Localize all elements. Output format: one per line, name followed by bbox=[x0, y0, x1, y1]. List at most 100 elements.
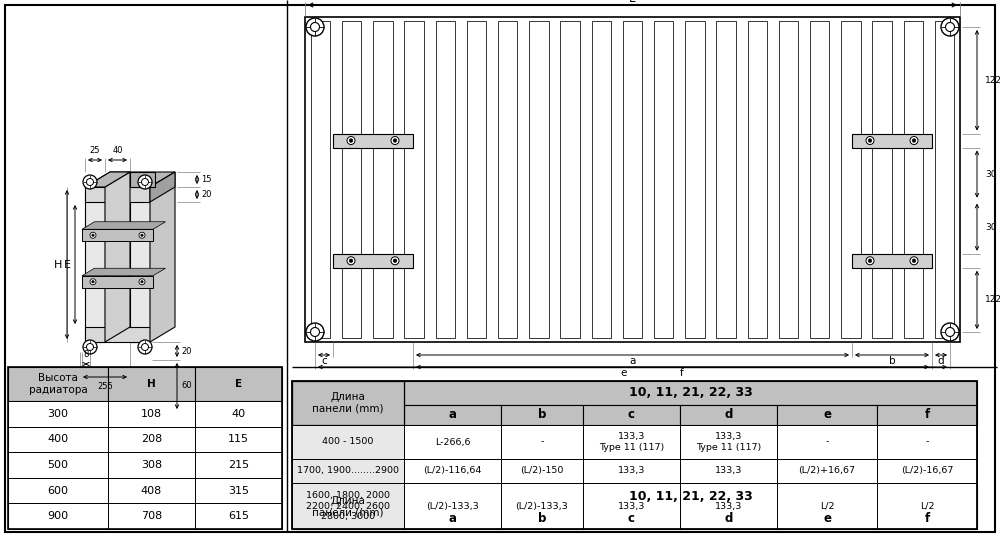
Circle shape bbox=[866, 136, 874, 144]
Text: c: c bbox=[321, 356, 327, 366]
Circle shape bbox=[946, 23, 954, 32]
Bar bbox=[501, 425, 583, 459]
Bar bbox=[108, 478, 195, 503]
Bar bbox=[904, 21, 923, 338]
Bar bbox=[877, 483, 977, 529]
Circle shape bbox=[393, 259, 397, 263]
Bar bbox=[716, 21, 736, 338]
Text: -: - bbox=[925, 438, 929, 446]
Text: e: e bbox=[823, 409, 831, 422]
Bar bbox=[404, 459, 501, 483]
Polygon shape bbox=[82, 229, 153, 241]
Text: 25: 25 bbox=[90, 146, 100, 155]
Text: H: H bbox=[147, 379, 156, 389]
Bar bbox=[583, 459, 680, 483]
Circle shape bbox=[90, 232, 96, 238]
Text: f: f bbox=[924, 409, 930, 422]
Circle shape bbox=[92, 280, 94, 283]
Text: e: e bbox=[620, 368, 627, 378]
Bar bbox=[852, 134, 932, 148]
Bar bbox=[404, 381, 977, 405]
Bar bbox=[777, 405, 877, 425]
Text: 60: 60 bbox=[181, 381, 192, 390]
Text: 308: 308 bbox=[141, 460, 162, 470]
Bar bbox=[8, 367, 108, 401]
Text: a: a bbox=[629, 356, 636, 366]
Text: 10, 11, 21, 22, 33: 10, 11, 21, 22, 33 bbox=[629, 490, 752, 504]
Bar bbox=[467, 21, 486, 338]
Bar bbox=[404, 485, 977, 509]
Text: 133,3
Type 11 (117): 133,3 Type 11 (117) bbox=[599, 432, 664, 452]
Bar bbox=[195, 367, 282, 401]
Text: (L/2)-16,67: (L/2)-16,67 bbox=[901, 467, 953, 475]
Circle shape bbox=[391, 257, 399, 265]
Text: a: a bbox=[448, 409, 456, 422]
Bar bbox=[404, 509, 501, 529]
Bar bbox=[292, 459, 404, 483]
Circle shape bbox=[868, 259, 872, 263]
Polygon shape bbox=[130, 187, 150, 342]
Bar bbox=[810, 21, 829, 338]
Text: 208: 208 bbox=[141, 434, 162, 445]
Circle shape bbox=[912, 139, 916, 142]
Text: a: a bbox=[448, 512, 456, 526]
Bar bbox=[311, 21, 330, 338]
Text: 133,3
Type 11 (117): 133,3 Type 11 (117) bbox=[696, 432, 761, 452]
Bar bbox=[872, 21, 892, 338]
Text: Длина
панели (mm): Длина панели (mm) bbox=[312, 392, 384, 414]
Polygon shape bbox=[85, 172, 175, 187]
Bar bbox=[560, 21, 580, 338]
Circle shape bbox=[946, 328, 954, 337]
Text: 315: 315 bbox=[228, 485, 249, 496]
Text: d: d bbox=[724, 409, 733, 422]
Text: b: b bbox=[538, 512, 546, 526]
Bar bbox=[501, 509, 583, 529]
Circle shape bbox=[92, 234, 94, 236]
Bar bbox=[108, 401, 195, 426]
Text: L/2: L/2 bbox=[920, 502, 934, 511]
Polygon shape bbox=[85, 187, 150, 202]
Text: 300: 300 bbox=[48, 409, 68, 419]
Bar bbox=[680, 509, 777, 529]
Text: 500: 500 bbox=[48, 460, 68, 470]
Text: H: H bbox=[54, 259, 62, 270]
Bar bbox=[292, 425, 404, 459]
Text: -: - bbox=[540, 438, 544, 446]
Bar bbox=[195, 426, 282, 452]
Text: 615: 615 bbox=[228, 511, 249, 521]
Bar bbox=[195, 478, 282, 503]
Text: d: d bbox=[938, 356, 944, 366]
Circle shape bbox=[910, 257, 918, 265]
Text: 215: 215 bbox=[228, 460, 249, 470]
Circle shape bbox=[141, 280, 143, 283]
Circle shape bbox=[349, 139, 353, 142]
Bar bbox=[8, 426, 108, 452]
Polygon shape bbox=[80, 322, 205, 352]
Text: Высота
радиатора: Высота радиатора bbox=[29, 373, 87, 395]
Text: 122: 122 bbox=[985, 295, 1000, 304]
Bar bbox=[195, 401, 282, 426]
Bar bbox=[680, 405, 777, 425]
Bar bbox=[305, 17, 960, 342]
Text: 30: 30 bbox=[985, 223, 996, 231]
Circle shape bbox=[391, 136, 399, 144]
Text: d: d bbox=[724, 512, 733, 526]
Bar bbox=[583, 425, 680, 459]
Bar bbox=[877, 509, 977, 529]
Text: 400 - 1500: 400 - 1500 bbox=[322, 438, 374, 446]
Text: L: L bbox=[629, 0, 636, 4]
Circle shape bbox=[310, 328, 320, 337]
Circle shape bbox=[87, 178, 94, 185]
Text: L-266,6: L-266,6 bbox=[435, 438, 470, 446]
Bar bbox=[404, 405, 501, 425]
Circle shape bbox=[393, 139, 397, 142]
Bar bbox=[841, 21, 861, 338]
Text: (L/2)-116,64: (L/2)-116,64 bbox=[423, 467, 482, 475]
Bar bbox=[777, 483, 877, 529]
Circle shape bbox=[910, 136, 918, 144]
Polygon shape bbox=[155, 172, 205, 352]
Bar bbox=[8, 367, 282, 529]
Bar bbox=[404, 21, 424, 338]
Text: 900: 900 bbox=[47, 511, 69, 521]
Text: 8: 8 bbox=[83, 350, 89, 359]
